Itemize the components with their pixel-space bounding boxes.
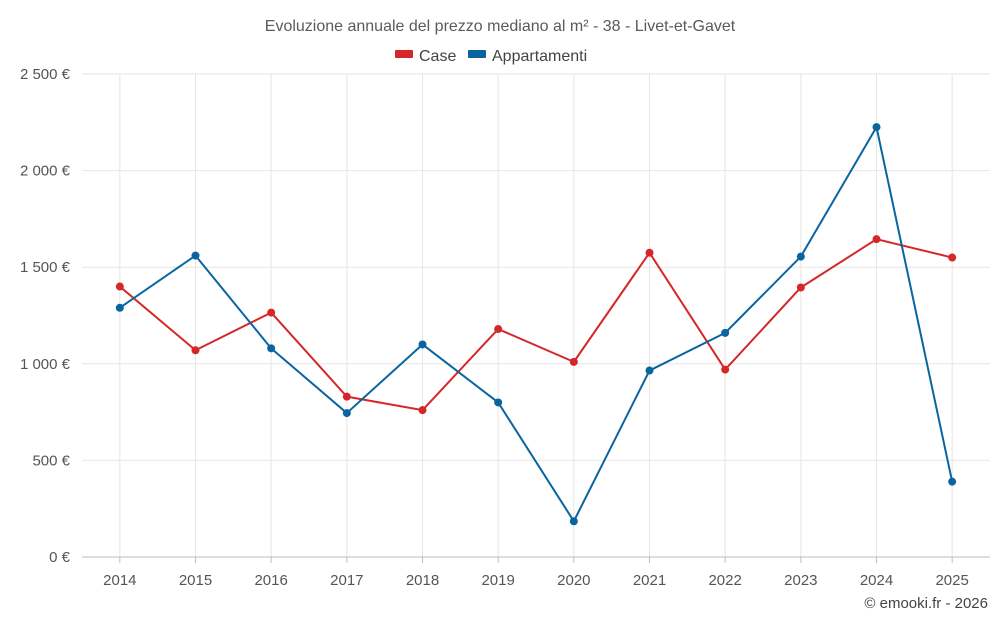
legend-label-case: Case (419, 48, 456, 65)
data-point-appartamenti (191, 251, 200, 260)
data-point-case (872, 235, 881, 244)
grid-layer (82, 73, 990, 558)
data-point-appartamenti (721, 328, 730, 337)
y-tick-label: 500 € (32, 452, 70, 469)
x-tick-label: 2021 (633, 572, 666, 589)
series-layer (115, 123, 957, 526)
data-point-case (796, 283, 805, 292)
data-point-appartamenti (342, 409, 351, 418)
x-tick-label: 2022 (708, 572, 741, 589)
x-tick-label: 2018 (406, 572, 439, 589)
data-point-appartamenti (418, 340, 427, 349)
y-tick-label: 0 € (49, 549, 71, 566)
axis-layer: 0 € 500 € 1 000 € 1 500 € 2 000 € 2 500 € 2014… (20, 66, 990, 589)
data-point-case (569, 357, 578, 366)
data-point-case (645, 248, 654, 257)
series-line-case (118, 238, 954, 412)
data-point-case (721, 365, 730, 374)
y-tick-label: 2 000 € (20, 163, 71, 180)
x-tick-label: 2024 (860, 572, 893, 589)
data-point-case (342, 392, 351, 401)
x-tick-label: 2015 (179, 572, 212, 589)
series-line-appartamenti (118, 126, 954, 523)
data-point-appartamenti (948, 477, 957, 486)
credit-text: © emooki.fr - 2026 (864, 595, 988, 612)
data-point-appartamenti (872, 123, 881, 132)
x-tick-label: 2019 (481, 572, 514, 589)
y-tick-label: 1 500 € (20, 259, 71, 276)
data-point-appartamenti (267, 344, 276, 353)
data-point-case (418, 406, 427, 415)
data-point-appartamenti (494, 398, 503, 407)
data-point-case (191, 346, 200, 355)
x-tick-label: 2017 (330, 572, 363, 589)
data-point-case (267, 308, 276, 317)
data-point-appartamenti (796, 252, 805, 261)
data-point-case (115, 282, 124, 291)
data-point-case (948, 253, 957, 262)
legend: Case Appartamenti (395, 48, 587, 65)
x-tick-label: 2025 (935, 572, 968, 589)
y-tick-label: 2 500 € (20, 66, 71, 83)
x-tick-label: 2014 (103, 572, 136, 589)
data-point-appartamenti (115, 303, 124, 312)
chart-title: Evoluzione annuale del prezzo mediano al… (265, 18, 736, 35)
y-tick-label: 1 000 € (20, 356, 71, 373)
legend-swatch-appartamenti (468, 50, 486, 58)
legend-swatch-case (395, 50, 413, 58)
data-point-appartamenti (645, 366, 654, 375)
data-point-case (494, 325, 503, 334)
x-tick-label: 2020 (557, 572, 590, 589)
data-point-appartamenti (569, 517, 578, 526)
legend-label-appartamenti: Appartamenti (492, 48, 587, 65)
x-tick-label: 2016 (254, 572, 287, 589)
x-tick-label: 2023 (784, 572, 817, 589)
